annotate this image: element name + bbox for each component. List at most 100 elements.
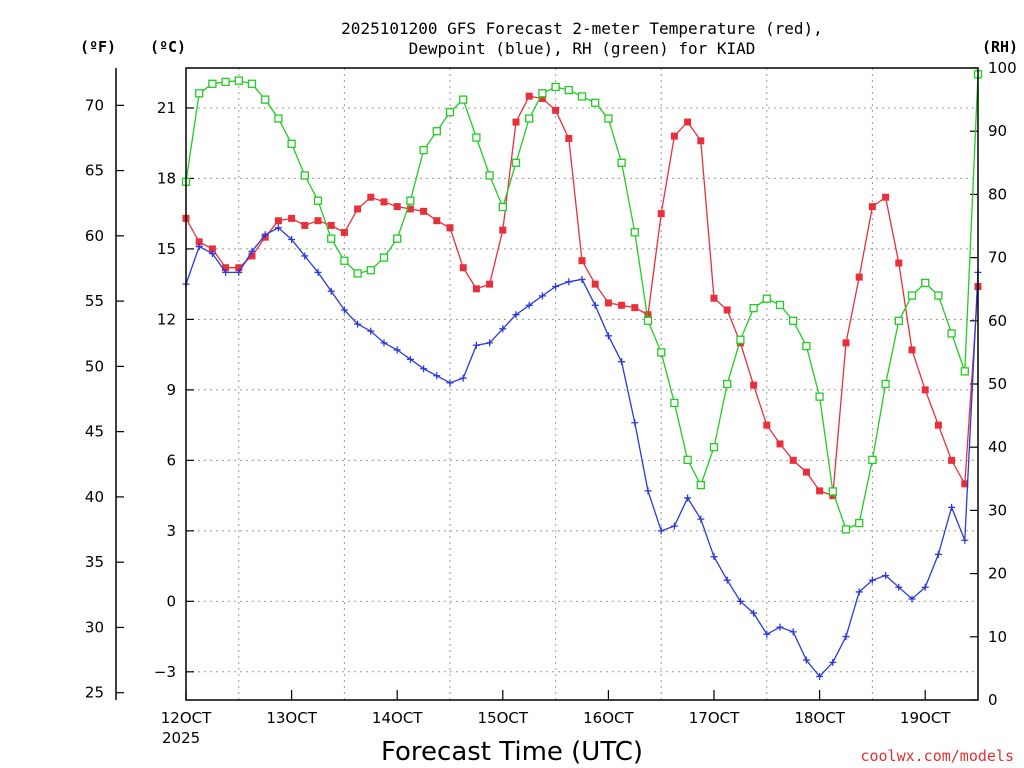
2-meter-temperature-marker [644,311,652,319]
2-meter-temperature-marker [380,198,388,206]
rh-marker [221,77,230,87]
rh-marker [749,304,758,313]
dewpoint-marker [195,243,203,251]
rh-marker [577,92,587,101]
credit-label: coolwx.com/models [860,747,1014,765]
rh-tick-label: 70 [988,249,1007,267]
fahrenheit-tick-label: 60 [85,227,104,245]
rh-tick-label: 90 [988,122,1007,140]
rh-tick-label: 100 [988,59,1017,77]
rh-marker [525,114,534,123]
2-meter-temperature-marker [274,217,282,225]
rh-marker [511,158,521,167]
2-meter-temperature-marker [393,203,401,211]
fahrenheit-tick-label: 25 [85,684,104,702]
2-meter-temperature-line [185,95,979,497]
fahrenheit-tick-label: 40 [85,488,104,506]
dewpoint-marker [288,236,296,244]
2-meter-temperature-marker [538,95,546,103]
rh-marker [261,95,270,104]
2-meter-temperature-marker [525,92,533,100]
rh-tick-label: 80 [988,185,1007,203]
time-tick-label: 14OCT [372,709,423,727]
celsius-tick-label: 15 [157,240,176,258]
chart-title-line2: Dewpoint (blue), RH (green) for KIAD [409,39,756,58]
rh-marker [736,335,745,344]
2-meter-temperature-marker [222,264,230,272]
dewpoint-marker [459,374,467,382]
2-meter-temperature-marker [354,205,362,213]
rh-marker [907,291,917,300]
rh-marker [947,329,956,338]
fahrenheit-tick-label: 70 [85,96,104,114]
dewpoint-marker [552,282,560,290]
2-meter-temperature-marker [776,440,784,448]
fahrenheit-axis-ticks: 70 65 60 55 50 45 40 35 30 25 [85,96,124,702]
rh-marker [340,256,349,265]
rh-marker [723,379,732,389]
rh-marker [432,127,441,136]
dewpoint-marker [565,278,573,286]
dewpoint-marker [908,595,916,603]
dewpoint-series [182,224,982,681]
2-meter-temperature-marker [710,294,718,302]
fahrenheit-tick-label: 65 [85,162,104,180]
dewpoint-marker [327,287,335,295]
2-meter-temperature-marker [829,492,837,500]
dewpoint-marker [895,583,903,591]
dewpoint-marker [393,346,401,354]
rh-tick-label: 60 [988,312,1007,330]
rh-marker [379,253,389,262]
dewpoint-marker [235,268,243,276]
2-meter-temperature-marker [723,306,731,314]
2-meter-temperature-marker [367,193,375,201]
dewpoint-marker [222,268,230,276]
2-meter-temperature-marker [578,257,586,265]
rh-marker [696,480,705,490]
rh-marker [934,291,943,300]
2-meter-temperature-marker [921,386,929,394]
2-meter-temperature-marker [697,137,705,145]
rh-marker [327,234,336,243]
rh-tick-label: 50 [988,375,1007,393]
dewpoint-marker [710,553,718,561]
dewpoint-marker [301,252,309,260]
dewpoint-marker [750,609,758,617]
dewpoint-marker [882,571,890,579]
2-meter-temperature-marker [565,134,573,142]
rh-tick-label: 10 [988,628,1007,646]
rh-marker [393,234,402,243]
fahrenheit-tick-label: 35 [85,553,104,571]
2-meter-temperature-marker [657,210,665,218]
dewpoint-marker [644,487,652,495]
dewpoint-marker [961,536,969,544]
fahrenheit-tick-label: 30 [85,618,104,636]
rh-marker [828,487,837,496]
2-meter-temperature-marker [816,487,824,495]
2-meter-temperature-marker [604,299,612,307]
rh-marker [287,139,296,148]
dewpoint-marker [208,250,216,258]
2-meter-temperature-marker [340,228,348,236]
time-tick-label: 17OCT [689,709,740,727]
2-meter-temperature-marker [618,301,626,309]
celsius-tick-label: −3 [154,663,176,681]
rh-marker [855,518,864,528]
2-meter-temperature-marker [420,207,428,215]
rh-marker [643,316,653,325]
2-meter-temperature-marker [472,285,480,293]
2-meter-temperature-series [182,92,982,500]
dewpoint-marker [868,576,876,584]
celsius-unit-label: (ºC) [150,38,186,56]
dewpoint-marker [948,503,956,511]
2-meter-temperature-marker [195,238,203,246]
rh-marker [630,228,639,237]
rh-marker [366,266,375,275]
rh-tick-label: 30 [988,501,1007,519]
rh-marker [485,171,494,180]
series-layer [181,70,983,681]
dewpoint-marker [723,576,731,584]
dewpoint-marker [433,372,441,380]
dewpoint-marker [274,224,282,232]
